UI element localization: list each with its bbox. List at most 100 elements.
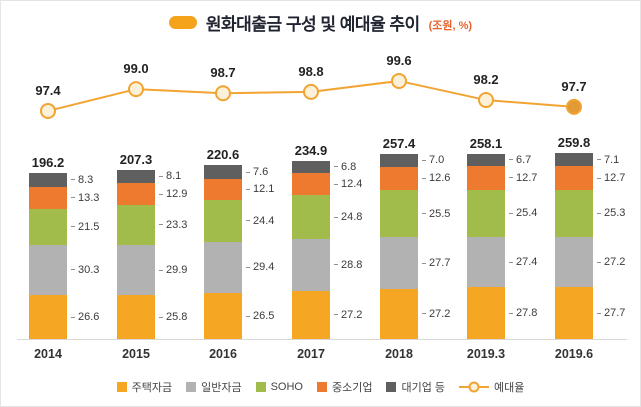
bar-segment-soho (380, 190, 418, 238)
legend-item-large: 대기업 등 (386, 379, 445, 395)
bar-total-label: 207.3 (119, 151, 153, 167)
segment-value-label: 27.7 (597, 306, 625, 320)
bar-segment-sme (204, 178, 242, 200)
bar-segment-general (117, 244, 155, 296)
legend-label: 중소기업 (331, 382, 373, 394)
ratio-marker (215, 85, 231, 102)
bar-segment-soho (204, 199, 242, 242)
bar-segment-soho (29, 208, 67, 245)
ratio-marker (478, 92, 494, 109)
legend-item-housing: 주택자금 (116, 379, 173, 395)
bar-segment-housing (555, 287, 593, 339)
segment-value-label: 26.6 (71, 310, 99, 324)
segment-value-label: 8.3 (71, 173, 93, 187)
bar-segment-large (292, 160, 330, 173)
segment-value-label: 27.4 (509, 255, 537, 269)
segment-value-label: 30.3 (71, 263, 99, 277)
ratio-marker (128, 81, 144, 98)
ratio-marker (303, 83, 319, 100)
bar-segment-housing (29, 294, 67, 339)
ratio-marker (566, 98, 582, 115)
title-accent-pill (168, 16, 197, 29)
legend-label: SOHO (270, 381, 303, 393)
bar-segment-general (467, 236, 505, 288)
bar-segment-housing (380, 288, 418, 339)
x-axis-label: 2017 (297, 347, 325, 361)
x-axis-label: 2019.3 (466, 347, 506, 361)
ratio-value-label: 98.7 (210, 65, 236, 81)
bar-segment-general (292, 239, 330, 291)
chart-title: 원화대출금 구성 및 예대율 추이 (205, 15, 420, 34)
legend-item-soho: SOHO (255, 381, 303, 393)
bar-segment-sme (29, 186, 67, 209)
segment-value-label: 27.2 (422, 307, 450, 321)
segment-value-label: 27.8 (509, 306, 537, 320)
bar-segment-large (204, 165, 242, 179)
legend-color-swatch (316, 382, 327, 392)
bar-segment-general (380, 237, 418, 289)
bar-segment-sme (555, 166, 593, 190)
ratio-value-label: 99.0 (123, 61, 149, 77)
segment-value-label: 27.2 (334, 308, 362, 322)
bar-segment-large (555, 152, 593, 167)
segment-value-label: 12.1 (246, 182, 274, 196)
bar-segment-housing (117, 295, 155, 339)
bar-segment-large (29, 172, 67, 187)
segment-value-label: 8.1 (159, 169, 181, 183)
chart-unit-note: (조원, %) (428, 19, 473, 32)
legend-label: 대기업 등 (401, 382, 446, 394)
bar-segment-large (467, 153, 505, 166)
segment-value-label: 23.3 (159, 218, 187, 232)
bar-segment-soho (555, 189, 593, 237)
legend-color-swatch (386, 382, 397, 392)
bar-segment-housing (292, 290, 330, 339)
bar-segment-large (380, 153, 418, 167)
bar-segment-general (29, 244, 67, 295)
segment-value-label: 25.4 (509, 206, 537, 220)
legend-label: 일반자금 (201, 382, 242, 394)
segment-value-label: 26.5 (246, 309, 274, 323)
bar-total-label: 196.2 (31, 154, 65, 170)
segment-value-label: 7.0 (422, 153, 444, 167)
ratio-value-label: 99.6 (386, 52, 412, 68)
bar-segment-large (117, 169, 155, 184)
segment-value-label: 12.7 (597, 171, 625, 185)
segment-value-label: 13.3 (71, 191, 99, 205)
legend-item-general: 일반자금 (186, 379, 242, 395)
legend-color-swatch (186, 382, 197, 392)
segment-value-label: 27.2 (597, 255, 625, 269)
segment-value-label: 29.9 (159, 263, 187, 277)
bar-total-label: 259.8 (557, 134, 591, 150)
bar-total-label: 220.6 (206, 147, 240, 163)
legend-line-swatch (459, 381, 490, 393)
bar-segment-general (204, 241, 242, 293)
bar-total-label: 258.1 (469, 135, 503, 151)
bar-total-label: 257.4 (382, 135, 416, 151)
bar-segment-sme (292, 172, 330, 196)
segment-value-label: 12.9 (159, 187, 187, 201)
bar-segment-sme (117, 183, 155, 206)
ratio-value-label: 98.8 (298, 63, 324, 79)
ratio-marker (40, 102, 56, 119)
ratio-value-label: 97.7 (561, 78, 587, 94)
segment-value-label: 28.8 (334, 258, 362, 272)
x-axis-label: 2019.6 (554, 347, 594, 361)
segment-value-label: 24.4 (246, 214, 274, 228)
segment-value-label: 24.8 (334, 210, 362, 224)
segment-value-label: 12.7 (509, 171, 537, 185)
legend: 주택자금 일반자금 SOHO 중소기업 대기업 등 예대율 (1, 379, 640, 395)
x-axis-label: 2014 (34, 347, 62, 361)
chart-header: 원화대출금 구성 및 예대율 추이 (조원, %) (1, 10, 640, 35)
x-axis-line (17, 339, 627, 340)
legend-label: 예대율 (494, 382, 525, 394)
bar-segment-sme (467, 165, 505, 190)
legend-item-sme: 중소기업 (316, 379, 373, 395)
x-axis-label: 2015 (122, 347, 150, 361)
x-axis-label: 2016 (209, 347, 237, 361)
legend-label: 주택자금 (131, 382, 173, 394)
legend-color-swatch (116, 382, 127, 392)
segment-value-label: 6.8 (334, 160, 356, 174)
ratio-value-label: 97.4 (35, 82, 61, 98)
legend-item-line: 예대율 (459, 379, 524, 395)
segment-value-label: 21.5 (71, 220, 99, 234)
